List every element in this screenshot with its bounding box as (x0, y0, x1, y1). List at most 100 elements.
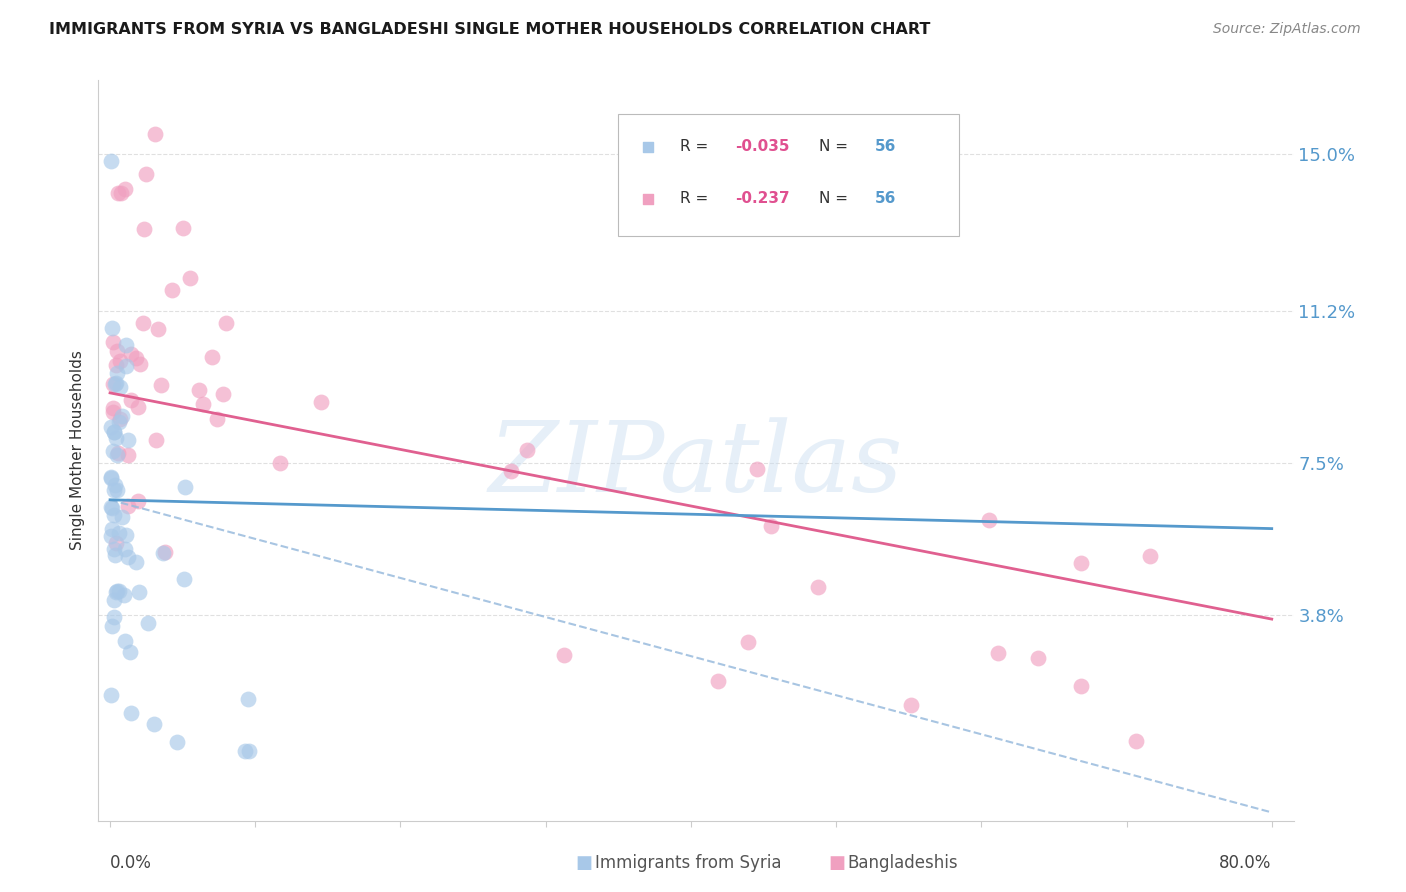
Text: R =: R = (681, 191, 714, 206)
Point (104, 376, 127, 391)
Point (120, 347, 142, 361)
Text: IMMIGRANTS FROM SYRIA VS BANGLADESHI SINGLE MOTHER HOUSEHOLDS CORRELATION CHART: IMMIGRANTS FROM SYRIA VS BANGLADESHI SIN… (49, 22, 931, 37)
Point (117, 434, 139, 448)
Point (120, 393, 142, 408)
Point (108, 415, 131, 429)
Point (117, 550, 139, 565)
Point (173, 572, 195, 586)
Point (155, 544, 177, 558)
Point (103, 508, 125, 523)
Point (516, 442, 538, 457)
Text: ZIPatlas: ZIPatlas (489, 417, 903, 513)
Text: Source: ZipAtlas.com: Source: ZipAtlas.com (1213, 22, 1361, 37)
Point (104, 585, 127, 599)
Point (120, 706, 142, 721)
Point (269, 456, 291, 470)
Point (103, 610, 125, 624)
Point (110, 186, 132, 201)
Point (215, 317, 238, 331)
Text: N =: N = (820, 139, 853, 154)
Point (1125, 734, 1147, 748)
Point (105, 344, 128, 359)
Point (112, 588, 135, 602)
Text: R =: R = (681, 139, 714, 154)
Point (101, 401, 124, 416)
Point (136, 615, 159, 630)
Point (706, 673, 728, 688)
Point (127, 401, 149, 415)
Point (125, 351, 148, 365)
Point (114, 634, 136, 648)
Point (110, 353, 132, 368)
Point (149, 378, 172, 392)
Point (135, 167, 157, 181)
Point (100, 420, 122, 434)
Point (146, 322, 169, 336)
Point (100, 529, 122, 543)
Point (900, 698, 922, 713)
Point (162, 283, 184, 297)
Text: 80.0%: 80.0% (1219, 854, 1272, 871)
Point (103, 593, 125, 607)
Point (120, 645, 142, 659)
Point (128, 585, 150, 599)
Point (115, 359, 138, 373)
Point (101, 404, 124, 418)
Point (107, 446, 129, 460)
Text: 56: 56 (876, 191, 897, 206)
Point (108, 526, 131, 541)
Point (311, 395, 333, 409)
Point (117, 448, 139, 462)
Point (128, 357, 150, 371)
Point (107, 186, 129, 201)
Point (100, 471, 122, 485)
Point (745, 461, 768, 475)
Point (103, 444, 125, 458)
Point (111, 510, 134, 524)
Point (108, 412, 131, 426)
Point (101, 321, 124, 335)
Point (143, 127, 166, 141)
Point (103, 425, 125, 440)
Point (103, 425, 125, 439)
Point (104, 535, 127, 549)
Text: N =: N = (820, 191, 853, 206)
Text: ■: ■ (828, 855, 845, 872)
Point (191, 397, 214, 411)
Point (553, 648, 575, 662)
Point (977, 513, 1000, 527)
Point (105, 448, 128, 462)
Point (105, 583, 128, 598)
Point (101, 335, 124, 350)
Point (105, 366, 128, 380)
Point (807, 581, 830, 595)
Point (103, 542, 125, 557)
Point (115, 337, 138, 351)
Point (212, 387, 235, 401)
Point (101, 376, 124, 391)
Text: Immigrants from Syria: Immigrants from Syria (595, 855, 782, 872)
Point (737, 635, 759, 649)
Point (117, 500, 139, 514)
Point (104, 548, 127, 562)
Point (131, 317, 153, 331)
Point (101, 522, 124, 536)
Point (105, 483, 128, 497)
Point (134, 222, 156, 236)
Point (100, 153, 122, 168)
Y-axis label: Single Mother Households: Single Mother Households (70, 351, 86, 550)
Point (179, 271, 201, 285)
Point (108, 584, 131, 599)
FancyBboxPatch shape (619, 113, 959, 235)
Point (101, 618, 124, 632)
Point (145, 433, 167, 447)
Text: -0.035: -0.035 (735, 139, 790, 154)
Point (104, 376, 127, 391)
Point (1070, 679, 1092, 693)
Point (174, 480, 197, 494)
Point (105, 432, 128, 446)
Point (1139, 549, 1161, 563)
Point (1070, 556, 1092, 570)
Point (100, 470, 122, 484)
Point (100, 688, 122, 702)
